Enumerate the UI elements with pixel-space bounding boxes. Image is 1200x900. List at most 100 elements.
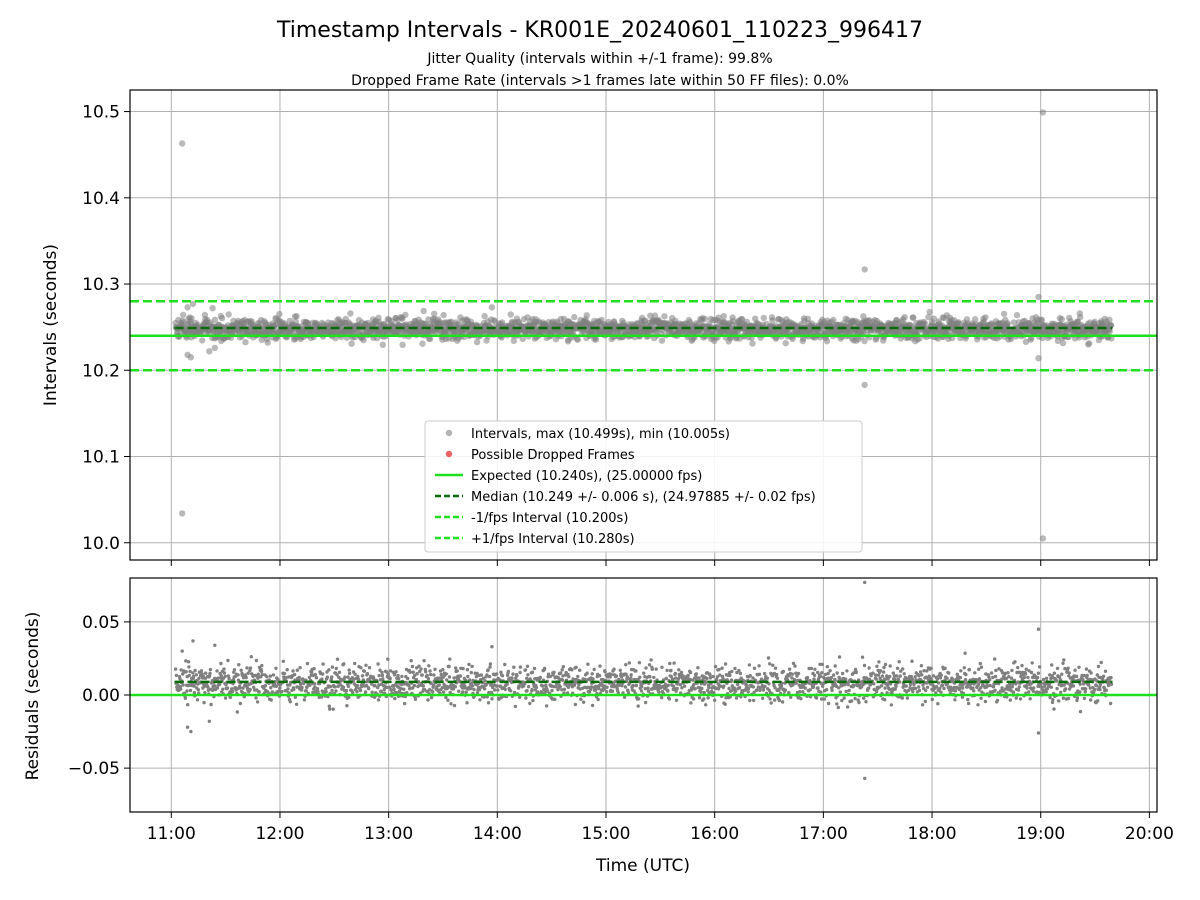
bottom-interval-point <box>244 675 248 680</box>
bottom-interval-point <box>186 703 190 707</box>
bottom-interval-point <box>963 678 968 682</box>
bottom-interval-point <box>448 684 453 688</box>
bottom-interval-point <box>295 668 299 672</box>
bottom-interval-point <box>342 662 346 666</box>
bottom-interval-point <box>993 674 998 679</box>
bottom-interval-point <box>913 686 918 691</box>
bottom-interval-point <box>523 682 527 686</box>
bottom-interval-point <box>312 667 316 671</box>
bottom-interval-point <box>496 688 500 692</box>
bottom-interval-point <box>524 696 528 700</box>
bottom-interval-point <box>312 682 317 686</box>
bottom-interval-point <box>1026 675 1030 680</box>
bottom-interval-point <box>697 676 701 680</box>
bottom-interval-point <box>708 676 713 680</box>
bottom-interval-point <box>604 690 609 694</box>
bottom-interval-point <box>474 675 479 679</box>
bottom-interval-point <box>790 672 794 676</box>
bottom-interval-point <box>399 687 403 691</box>
bottom-interval-point <box>1010 685 1014 689</box>
bottom-interval-point <box>846 705 850 709</box>
bottom-interval-point <box>1051 698 1055 702</box>
bottom-interval-point <box>664 676 668 681</box>
bottom-interval-point <box>1109 675 1113 680</box>
bottom-interval-point <box>973 671 977 675</box>
bottom-interval-point <box>771 663 775 667</box>
bottom-interval-point <box>1084 667 1089 671</box>
bottom-interval-point <box>356 677 361 681</box>
bottom-interval-point <box>179 668 183 672</box>
bottom-interval-point <box>392 673 397 677</box>
top-interval-point <box>574 336 581 343</box>
bottom-interval-point <box>910 677 915 681</box>
top-interval-point <box>519 335 526 343</box>
bottom-interval-point <box>637 661 642 665</box>
bottom-interval-point <box>466 674 470 679</box>
bottom-interval-point <box>360 674 365 678</box>
bottom-interval-point <box>183 696 188 700</box>
top-interval-point <box>782 340 789 347</box>
top-interval-point <box>242 339 249 346</box>
bottom-interval-point <box>766 656 771 660</box>
bottom-interval-point <box>1071 684 1076 688</box>
bottom-interval-point <box>646 689 651 693</box>
bottom-interval-point <box>835 702 839 706</box>
top-y-tick-label: 10.5 <box>82 103 120 123</box>
bottom-interval-point <box>1000 671 1005 675</box>
bottom-interval-point <box>386 657 390 661</box>
bottom-interval-point <box>518 695 522 699</box>
bottom-interval-point <box>491 685 495 690</box>
bottom-interval-point <box>657 690 661 694</box>
bottom-interval-point <box>367 666 372 670</box>
bottom-interval-point <box>291 669 295 673</box>
bottom-interval-point <box>979 696 983 700</box>
bottom-interval-point <box>377 673 381 678</box>
legend-marker-intervals <box>445 429 453 437</box>
bottom-interval-point <box>931 674 936 678</box>
bottom-interval-point <box>335 673 339 677</box>
bottom-interval-point <box>278 686 282 690</box>
bottom-interval-point <box>617 683 621 687</box>
bottom-interval-point <box>222 667 226 671</box>
bottom-interval-point <box>588 687 593 692</box>
bottom-interval-point <box>612 667 616 671</box>
bottom-x-tick-label: 11:00 <box>147 824 196 844</box>
bottom-interval-point <box>874 677 878 681</box>
bottom-interval-point <box>686 673 690 678</box>
bottom-interval-point <box>801 690 805 694</box>
bottom-interval-point <box>796 671 801 676</box>
bottom-interval-point <box>893 677 897 681</box>
top-interval-point <box>769 317 776 324</box>
bottom-interval-point <box>373 684 377 688</box>
bottom-interval-point <box>292 672 297 677</box>
bottom-interval-point <box>795 674 799 678</box>
bottom-interval-point <box>924 688 928 693</box>
bottom-interval-point <box>444 695 448 700</box>
bottom-interval-point <box>320 677 324 681</box>
bottom-interval-point <box>465 668 470 672</box>
bottom-outlier-point <box>1036 731 1041 735</box>
bottom-interval-point <box>748 698 752 703</box>
bottom-interval-point <box>1048 695 1052 700</box>
bottom-interval-point <box>707 685 711 690</box>
bottom-interval-point <box>636 697 641 701</box>
bottom-interval-point <box>967 667 972 672</box>
bottom-interval-point <box>976 682 981 687</box>
top-outlier-point <box>1039 109 1047 116</box>
bottom-interval-point <box>994 668 998 673</box>
top-interval-point <box>1077 313 1084 321</box>
bottom-interval-point <box>285 668 289 672</box>
top-outlier-point <box>206 348 213 355</box>
bottom-interval-point <box>218 682 222 686</box>
bottom-interval-point <box>818 674 823 679</box>
bottom-interval-point <box>650 667 654 671</box>
bottom-interval-point <box>844 677 848 681</box>
bottom-outlier-point <box>213 643 217 647</box>
top-interval-point <box>419 340 426 347</box>
top-interval-point <box>1058 316 1066 323</box>
bottom-interval-point <box>444 672 448 676</box>
bottom-interval-point <box>871 671 875 675</box>
bottom-interval-point <box>1067 671 1071 675</box>
bottom-interval-point <box>215 686 220 690</box>
bottom-interval-point <box>446 698 450 702</box>
